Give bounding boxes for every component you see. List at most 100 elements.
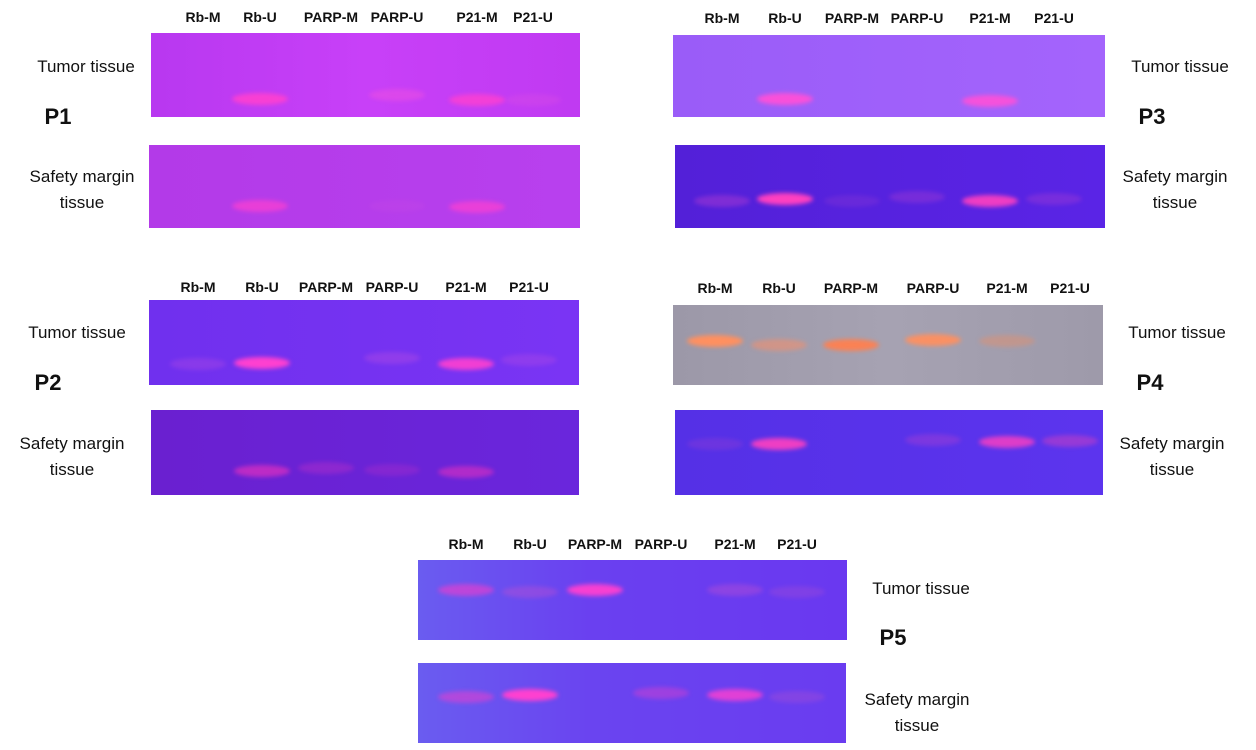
gel-image (418, 560, 847, 640)
lane-label: P21-M (714, 536, 756, 552)
panel-label: P4 (1136, 370, 1164, 395)
lane-label: P21-M (456, 9, 498, 25)
lane-label: PARP-U (365, 279, 419, 295)
gel-image (673, 35, 1105, 117)
panel-label: P2 (34, 370, 62, 395)
panel-label: P5 (879, 625, 907, 650)
lane-label: P21-U (509, 279, 549, 295)
band (707, 584, 763, 597)
lane-label: PARP-U (634, 536, 688, 552)
lane-label: Rb-M (185, 9, 221, 25)
lane-label: PARP-M (567, 536, 623, 552)
band (298, 461, 354, 474)
lane-label: Rb-M (704, 10, 740, 26)
band (502, 586, 558, 598)
gel-image (673, 305, 1103, 385)
band (438, 584, 494, 597)
lane-label: PARP-M (303, 9, 359, 25)
band (501, 353, 557, 366)
row-label: Safety margin tissue (864, 690, 970, 735)
gel-image (151, 410, 579, 495)
band (449, 201, 505, 214)
band (505, 94, 561, 107)
band (905, 433, 961, 446)
lane-label: P21-U (777, 536, 817, 552)
band (979, 436, 1035, 449)
lane-label: PARP-U (906, 280, 960, 296)
row-label: Tumor tissue (37, 57, 135, 76)
lane-label: Rb-U (768, 10, 802, 26)
row-label: Safety margin tissue (1119, 434, 1225, 479)
band (234, 465, 290, 478)
lane-label: P21-U (513, 9, 553, 25)
band (889, 191, 945, 204)
band (751, 438, 807, 450)
row-label: Safety margin tissue (29, 167, 135, 212)
band (1042, 434, 1098, 447)
band (824, 195, 880, 208)
band (769, 690, 825, 703)
row-label: Tumor tissue (1128, 323, 1226, 342)
band (234, 356, 290, 369)
band (687, 335, 743, 347)
panel-label: P1 (44, 104, 72, 129)
band (232, 199, 288, 212)
row-label: Tumor tissue (28, 323, 126, 342)
band (170, 357, 226, 370)
lane-label: Rb-U (762, 280, 796, 296)
band (707, 689, 763, 701)
row-label: Tumor tissue (1131, 57, 1229, 76)
lane-label: P21-M (445, 279, 487, 295)
lane-label: PARP-M (298, 279, 354, 295)
lane-label: Rb-U (513, 536, 547, 552)
gel-image (149, 145, 580, 228)
lane-label: PARP-M (823, 280, 879, 296)
lane-label: PARP-M (824, 10, 880, 26)
band (757, 92, 813, 105)
band (438, 357, 494, 370)
gel-image (151, 33, 580, 117)
band (694, 195, 750, 208)
band (962, 94, 1018, 107)
lane-label: Rb-U (245, 279, 279, 295)
band (438, 466, 494, 479)
lane-label: PARP-U (890, 10, 944, 26)
band (364, 351, 420, 364)
band (449, 94, 505, 107)
gel-image (418, 663, 846, 743)
lane-label: P21-M (986, 280, 1028, 296)
band (232, 92, 288, 105)
band (979, 335, 1035, 347)
lane-label: Rb-U (243, 9, 277, 25)
lane-label: PARP-U (370, 9, 424, 25)
lane-label: P21-M (969, 10, 1011, 26)
band (769, 586, 825, 598)
panel-label: P3 (1138, 104, 1166, 129)
lane-label: Rb-M (697, 280, 733, 296)
band (364, 463, 420, 476)
row-label: Safety margin tissue (1122, 167, 1228, 212)
gel-image (675, 410, 1103, 495)
row-label: Safety margin tissue (19, 434, 125, 479)
band (633, 687, 689, 700)
gel-image (149, 300, 579, 385)
lane-label: Rb-M (180, 279, 216, 295)
band (502, 689, 558, 701)
row-label: Tumor tissue (872, 579, 970, 598)
lane-label: P21-U (1034, 10, 1074, 26)
lane-label: Rb-M (448, 536, 484, 552)
band (962, 195, 1018, 208)
band (369, 89, 425, 102)
band (751, 339, 807, 351)
lane-label: P21-U (1050, 280, 1090, 296)
gel-image (675, 145, 1105, 228)
band (1026, 192, 1082, 205)
band (905, 334, 961, 347)
band (757, 192, 813, 205)
band (567, 584, 623, 597)
band (438, 690, 494, 703)
band (369, 199, 425, 212)
band (823, 339, 879, 351)
band (687, 438, 743, 450)
